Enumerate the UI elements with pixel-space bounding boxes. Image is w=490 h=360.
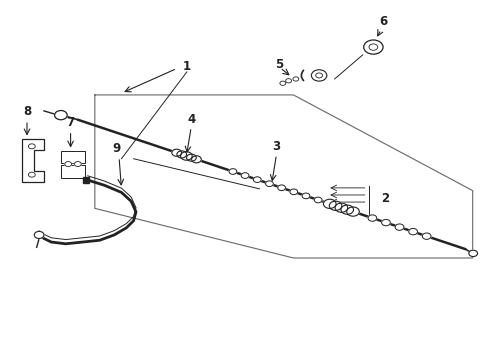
- Circle shape: [286, 78, 292, 83]
- Circle shape: [369, 44, 378, 50]
- Circle shape: [314, 197, 322, 203]
- Circle shape: [469, 250, 478, 257]
- Circle shape: [34, 231, 44, 238]
- Circle shape: [368, 215, 377, 221]
- Text: 9: 9: [113, 142, 121, 155]
- Circle shape: [192, 156, 201, 163]
- Circle shape: [335, 203, 348, 212]
- Circle shape: [293, 77, 299, 81]
- Circle shape: [347, 207, 359, 216]
- Circle shape: [409, 229, 417, 235]
- Circle shape: [422, 233, 431, 239]
- Text: 7: 7: [67, 116, 74, 129]
- Circle shape: [316, 73, 322, 78]
- Circle shape: [311, 70, 327, 81]
- Circle shape: [290, 189, 297, 195]
- Circle shape: [395, 224, 404, 230]
- Text: 6: 6: [379, 15, 387, 28]
- Circle shape: [253, 177, 261, 183]
- Circle shape: [74, 162, 81, 167]
- Circle shape: [302, 193, 310, 199]
- Circle shape: [172, 149, 181, 156]
- Circle shape: [181, 152, 192, 160]
- Circle shape: [341, 205, 353, 214]
- Circle shape: [280, 81, 286, 85]
- Circle shape: [28, 172, 35, 177]
- Circle shape: [65, 162, 72, 167]
- Circle shape: [278, 185, 286, 190]
- Circle shape: [323, 199, 336, 208]
- Text: 1: 1: [183, 60, 191, 73]
- Circle shape: [382, 219, 391, 226]
- Text: 4: 4: [187, 113, 196, 126]
- Circle shape: [266, 181, 273, 186]
- Text: 5: 5: [275, 58, 283, 71]
- Circle shape: [177, 151, 187, 158]
- Text: 3: 3: [272, 140, 281, 153]
- Circle shape: [187, 154, 196, 161]
- Circle shape: [364, 40, 383, 54]
- Circle shape: [229, 168, 237, 174]
- Circle shape: [241, 173, 249, 179]
- Circle shape: [329, 201, 342, 210]
- Text: 8: 8: [23, 105, 31, 118]
- Circle shape: [54, 111, 67, 120]
- Circle shape: [28, 144, 35, 149]
- Text: 2: 2: [381, 192, 389, 205]
